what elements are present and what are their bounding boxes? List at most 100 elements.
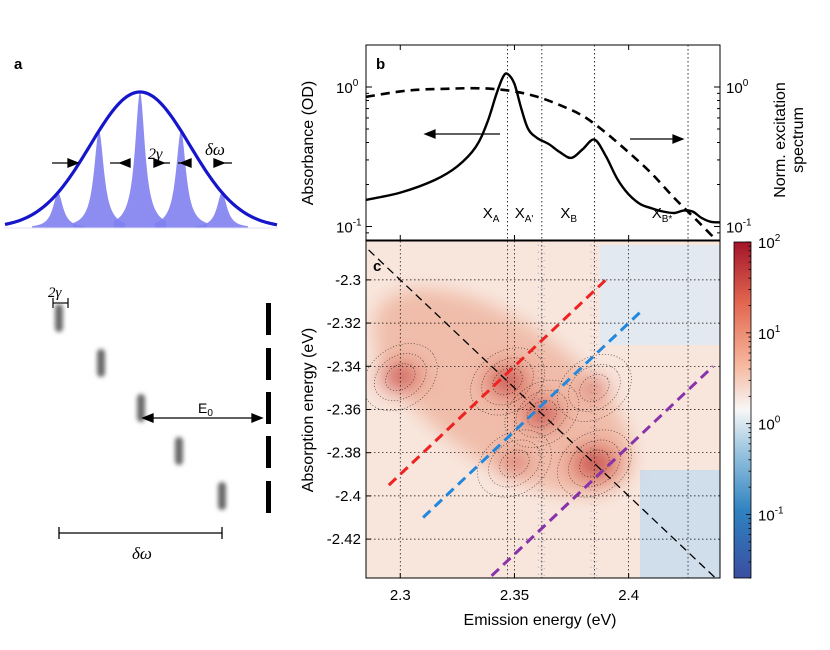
ytick-label-c-6: -2.4 [335,488,361,505]
noise-band-2 [590,440,599,444]
contour-2-3 [470,347,545,416]
contour-1-1 [385,363,416,391]
panel-c: 2.3 2.35 2.4 -2.3 -2.32 -2.34 -2.36 -2.38 -2.4 -2… [300,240,721,629]
contour-4-2 [568,439,621,488]
xtick-label-c-1: 2.3 [390,587,411,604]
ytick-label-b-1: 100 [336,78,359,97]
linewidth-arrows [52,158,232,168]
noise-band-2 [590,398,599,402]
noise-band-1 [537,440,546,444]
noise-band-2 [590,405,599,409]
noise-band-1 [537,321,546,325]
noise-band-1 [537,538,546,542]
low-region-top [600,245,720,345]
diagonal-purple [490,365,715,577]
noise-band-1 [537,552,546,556]
noise-band-1 [537,468,546,472]
ytick-label-c-7: -2.42 [327,531,361,548]
noise-band-2 [590,531,599,535]
noise-band-2 [590,510,599,514]
noise-band-1 [537,377,546,381]
cb-tick-label-1: 102 [758,233,781,252]
excitation-curve [366,86,719,240]
lorentzian-peak-2 [73,130,125,228]
peak-4 [555,432,634,495]
absorbance-curve [366,72,720,224]
low-region-bottom [640,470,720,578]
noise-band-1 [537,314,546,318]
noise-band-2 [590,433,599,437]
noise-band-2 [590,300,599,304]
noise-band-2 [590,461,599,465]
peak-5 [570,368,619,407]
noise-band-1 [537,447,546,451]
noise-band-2 [590,573,599,577]
noise-band-2 [590,377,599,381]
noise-band-2 [590,482,599,486]
noise-band-1 [537,433,546,437]
transition-1 [55,304,63,332]
noise-band-2 [590,524,599,528]
diagonal-blue [422,311,642,519]
noise-band-2 [590,503,599,507]
transition-2 [97,349,105,377]
noise-band-1 [537,426,546,430]
noise-band-2 [590,272,599,276]
noise-band-2 [590,384,599,388]
panel-label-c: c [373,258,381,275]
cb-tick-label-4: 10-1 [758,506,784,525]
noise-band-1 [537,328,546,332]
contour-5-1 [579,374,610,402]
xtick-label-c-2: 2.35 [500,587,529,604]
ytick-label-b-right-1: 100 [726,78,749,97]
noise-band-2 [590,258,599,262]
lorentzian-peak-4 [155,130,207,228]
width-label: 2γ [148,146,163,163]
gamma-bar [52,298,69,308]
peak-annotations: XA XA' XB XB* [483,205,673,225]
blurred-transitions [55,304,226,510]
noise-band-2 [590,286,599,290]
e0-arrow [141,413,264,423]
noise-band-1 [537,342,546,346]
noise-band-2 [590,314,599,318]
noise-band-1 [537,293,546,297]
dash-column [266,303,271,513]
gamma-label: 2γ [48,285,63,301]
noise-band-2 [590,356,599,360]
diagonal-lines [366,246,717,578]
noise-band-2 [590,363,599,367]
panel-a: a 2γ δω 2γ [4,56,278,563]
peak-label-4: XB* [652,205,673,225]
noise-band-2 [590,538,599,542]
noise-band-1 [537,405,546,409]
noise-band-1 [537,482,546,486]
noise-band-1 [537,300,546,304]
noise-band-1 [537,475,546,479]
noise-band-1 [537,419,546,423]
xtick-label-c-3: 2.4 [618,587,639,604]
noise-band-2 [590,454,599,458]
colorbar: 102 101 100 10-1 [733,233,784,579]
x-axis-label-c: Emission energy (eV) [464,612,617,629]
range-label: δω [132,544,152,563]
cb-tick-label-2: 101 [758,324,781,343]
ytick-label-c-4: -2.36 [327,402,361,419]
ticks-c: 2.3 2.35 2.4 -2.3 -2.32 -2.34 -2.36 -2.38 -2.4 -2… [327,272,639,604]
colorbar-gradient [733,241,752,579]
noise-band-1 [537,356,546,360]
noise-band-1 [537,244,546,248]
noise-band-1 [537,412,546,416]
noise-band-1 [537,510,546,514]
ytick-label-c-3: -2.34 [327,358,361,375]
noise-band-1 [537,370,546,374]
lorentzian-peak-3 [114,92,166,228]
lorentzian-peak-1 [32,192,84,228]
spacing-label: δω [205,140,225,159]
transition-4 [175,437,183,465]
noise-band-1 [537,545,546,549]
noise-band-1 [537,286,546,290]
ytick-label-c-2: -2.32 [327,315,361,332]
noise-band-1 [537,573,546,577]
noise-band-2 [590,496,599,500]
